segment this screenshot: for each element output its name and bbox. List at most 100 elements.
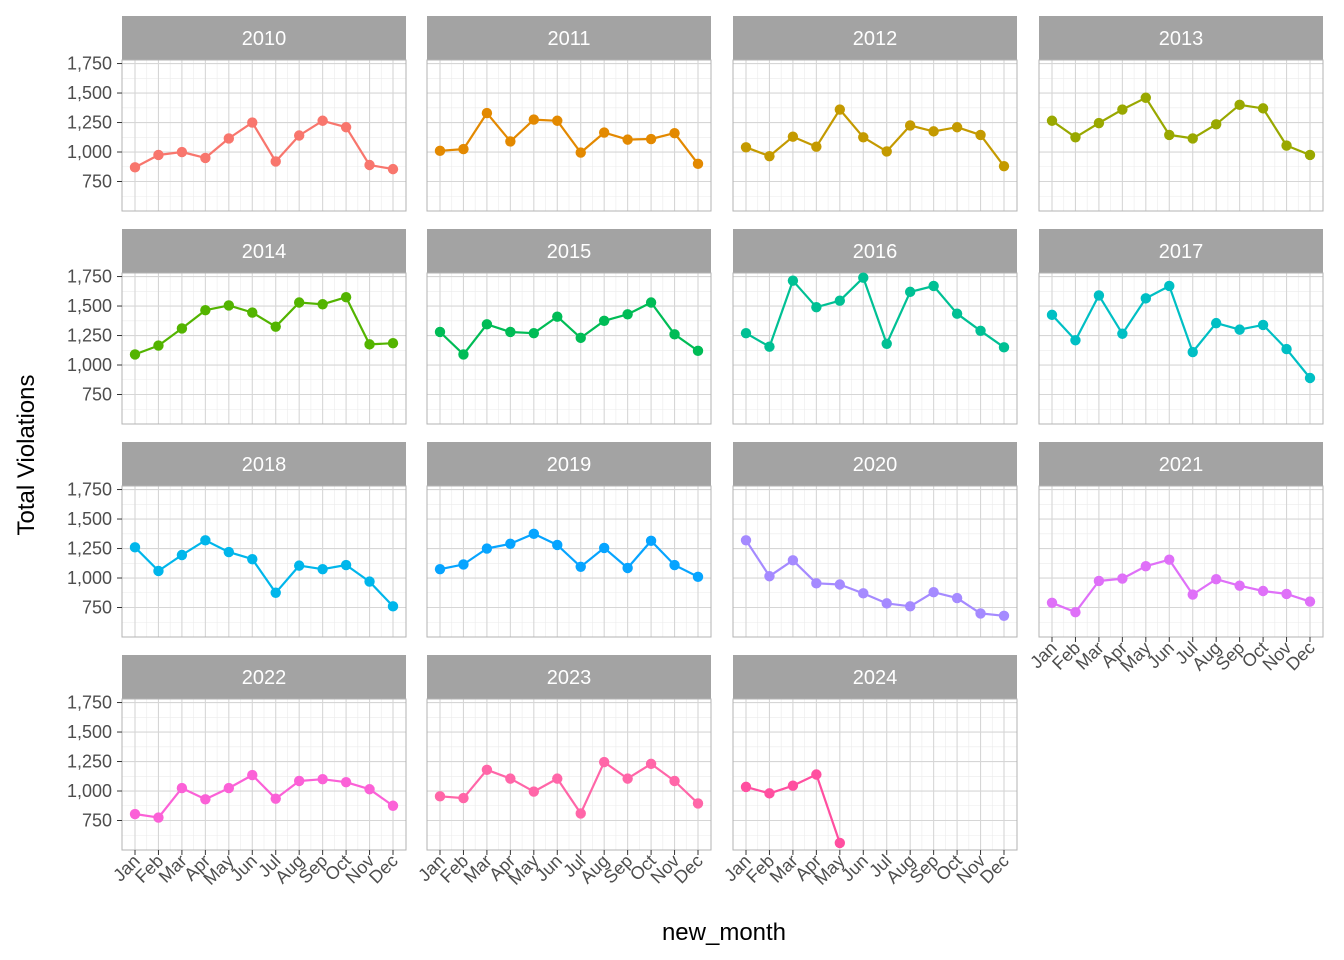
- data-point: [645, 758, 657, 770]
- data-point: [223, 546, 235, 558]
- facet-strip-label: 2023: [547, 667, 592, 689]
- facet-panel-2018: 2018 750 1,000 1,250 1,500 1,750: [67, 442, 407, 638]
- data-point: [1117, 573, 1128, 584]
- facet-strip-2021: [1039, 442, 1323, 486]
- data-point: [434, 791, 446, 802]
- data-point: [598, 315, 610, 326]
- data-point: [834, 837, 846, 849]
- data-point: [223, 782, 235, 794]
- data-point: [1164, 554, 1175, 565]
- data-point: [364, 784, 375, 795]
- data-point: [129, 542, 141, 553]
- data-point: [247, 307, 258, 318]
- data-point: [1281, 588, 1292, 600]
- data-point: [505, 773, 516, 784]
- data-point: [552, 539, 563, 551]
- data-point: [951, 308, 963, 319]
- facet-panel-2016: 2016: [732, 229, 1018, 425]
- data-point: [153, 149, 164, 161]
- data-point: [1117, 328, 1128, 339]
- data-point: [598, 756, 610, 768]
- data-point: [434, 326, 446, 338]
- y-tick-label: 1,250: [67, 113, 112, 133]
- data-point: [764, 150, 775, 162]
- data-point: [317, 299, 328, 310]
- data-point: [387, 800, 399, 811]
- panel-border: [1038, 59, 1324, 212]
- data-point: [1046, 597, 1058, 608]
- facet-strip-label: 2014: [242, 241, 287, 263]
- series-line-2017: [1051, 284, 1311, 379]
- facet-strip-2012: [733, 16, 1017, 60]
- data-point: [1257, 585, 1269, 597]
- facet-panel-2014: 2014 750 1,000 1,250 1,500 1,750: [67, 229, 407, 425]
- data-point: [740, 781, 752, 793]
- data-point: [1234, 324, 1245, 335]
- data-point: [1070, 335, 1081, 346]
- data-point: [858, 272, 869, 283]
- data-point: [764, 788, 775, 799]
- data-point: [505, 538, 516, 550]
- data-point: [1093, 575, 1105, 587]
- facet-strip-2015: [427, 229, 711, 273]
- data-point: [1046, 309, 1058, 321]
- data-point: [951, 122, 963, 133]
- data-point: [1210, 573, 1222, 585]
- data-point: [575, 147, 586, 158]
- facet-panel-2013: 2013: [1038, 16, 1324, 212]
- data-point: [481, 319, 493, 330]
- data-point: [692, 158, 704, 170]
- data-point: [951, 592, 963, 604]
- y-tick-label: 1,750: [67, 54, 112, 74]
- data-point: [364, 159, 375, 171]
- data-point: [129, 808, 141, 820]
- facet-panel-2020: 2020: [732, 442, 1018, 638]
- data-point: [1046, 115, 1058, 126]
- data-point: [1187, 589, 1198, 600]
- facet-strip-2014: [122, 229, 406, 273]
- data-point: [153, 340, 164, 351]
- panel-border: [426, 59, 712, 212]
- panel-border: [121, 698, 407, 851]
- data-point: [223, 300, 235, 311]
- panel-border: [1038, 272, 1324, 425]
- data-point: [1070, 607, 1081, 618]
- data-point: [1187, 133, 1198, 144]
- data-point: [223, 133, 235, 144]
- data-point: [387, 601, 399, 612]
- facet-panel-2015: 2015: [426, 229, 712, 425]
- data-point: [1117, 104, 1128, 115]
- data-point: [528, 327, 540, 339]
- data-point: [881, 598, 892, 609]
- data-point: [787, 275, 799, 286]
- data-point: [669, 329, 680, 340]
- facet-strip-label: 2012: [853, 28, 898, 50]
- data-point: [1234, 99, 1245, 111]
- y-tick-label: 750: [82, 385, 112, 405]
- data-point: [669, 127, 680, 139]
- y-tick-label: 750: [82, 811, 112, 831]
- data-point: [622, 309, 633, 320]
- data-point: [293, 560, 305, 571]
- data-point: [740, 142, 752, 153]
- y-tick-label: 1,250: [67, 752, 112, 772]
- facet-strip-2016: [733, 229, 1017, 273]
- y-tick-label: 1,500: [67, 83, 112, 103]
- facet-strip-label: 2016: [853, 241, 898, 263]
- data-point: [787, 131, 799, 142]
- data-point: [904, 601, 916, 612]
- facet-strip-label: 2019: [547, 454, 592, 476]
- data-point: [692, 798, 704, 809]
- data-point: [552, 311, 563, 322]
- data-point: [200, 535, 211, 546]
- facet-strip-2011: [427, 16, 711, 60]
- facet-strip-2010: [122, 16, 406, 60]
- panel-border: [426, 272, 712, 425]
- data-point: [129, 162, 141, 173]
- y-tick-label: 1,500: [67, 296, 112, 316]
- data-point: [434, 145, 446, 157]
- data-point: [247, 553, 258, 565]
